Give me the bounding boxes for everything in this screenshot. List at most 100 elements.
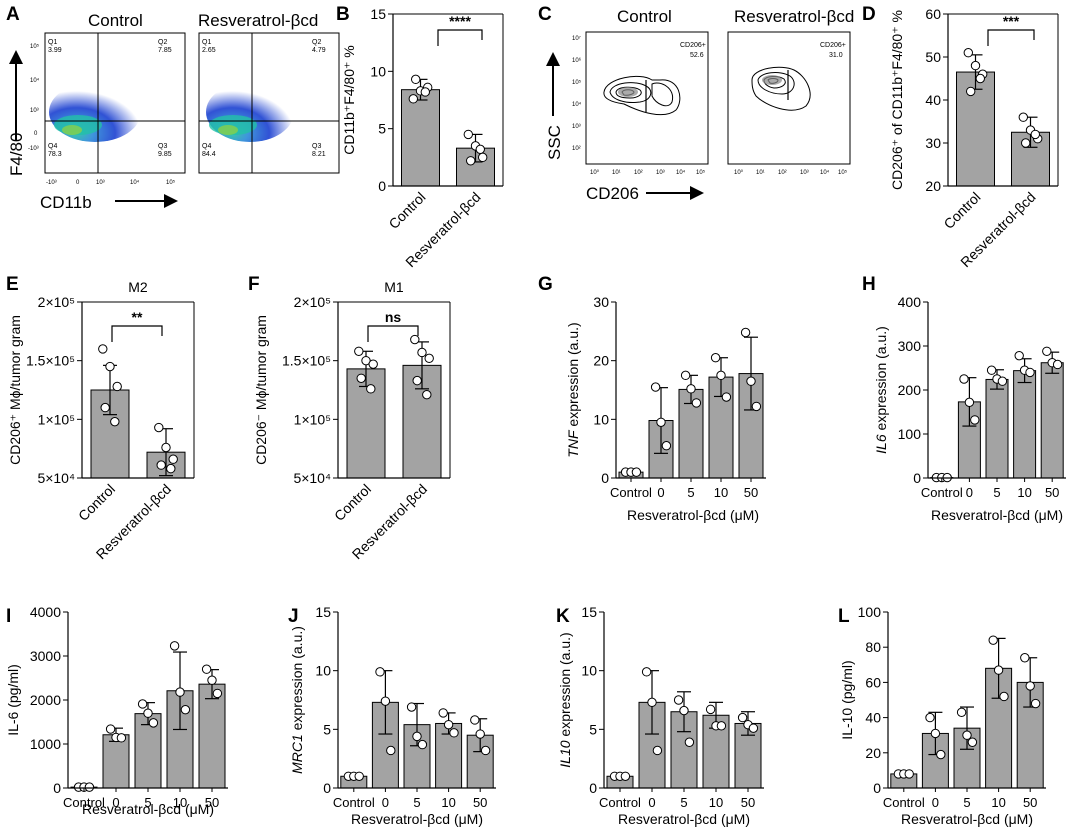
data-point <box>380 696 391 706</box>
significance-label: ** <box>132 309 143 325</box>
gate-value: 31.0 <box>829 52 843 59</box>
data-point <box>963 48 973 58</box>
x-tick-label: 0 <box>932 795 939 810</box>
y-tick-label: 50 <box>925 49 941 65</box>
c-ytick: 10² <box>572 146 581 152</box>
data-point <box>180 704 191 715</box>
data-point <box>212 688 223 699</box>
flow-plot-a-control: Q1 3.99 Q2 7.85 Q4 78.3 Q3 9.85 10⁵ 10⁴ … <box>28 32 186 186</box>
c-ytick: 10⁴ <box>572 101 582 108</box>
panel-letter: G <box>538 274 553 295</box>
panel-c: C Control Resveratrol-βcd CD206+ 52.6 CD… <box>538 4 854 203</box>
data-point <box>478 152 488 163</box>
panel-letter: F <box>248 274 260 295</box>
x-tick-label: 50 <box>1045 485 1059 500</box>
data-point <box>705 704 716 715</box>
data-point <box>661 441 672 451</box>
c-xtick: 10⁵ <box>696 169 706 176</box>
y-tick-label: 0 <box>873 780 881 796</box>
data-point <box>721 392 732 402</box>
bar-chart-b: B051015ControlResveratrol-βcdCD11b⁺F4/80… <box>336 4 504 270</box>
bar <box>1013 370 1037 479</box>
data-point <box>1052 359 1063 370</box>
panel-letter: L <box>838 606 850 627</box>
y-tick-label: 300 <box>898 338 922 354</box>
q1-value: 2.65 <box>202 47 216 54</box>
x-tick-label: Control <box>63 795 105 810</box>
y-tick-label: 80 <box>865 639 881 655</box>
a-ytick: 10⁴ <box>30 77 40 84</box>
y-tick-label: 1.5×10⁵ <box>26 353 75 369</box>
chart-title: M2 <box>128 279 148 295</box>
panel-letter: J <box>288 606 299 627</box>
gate-value: 52.6 <box>690 52 704 59</box>
c-ytick: 10³ <box>572 124 581 130</box>
c-ytick: 10⁵ <box>572 79 582 86</box>
arrowhead-icon <box>690 186 704 200</box>
flow-plot-a-treated: Q1 2.65 Q2 4.79 Q4 84.4 Q3 8.21 <box>198 32 340 174</box>
data-point <box>999 691 1009 702</box>
y-tick-label: 20 <box>865 745 881 761</box>
y-axis-label: MRC1 expression (a.u.) <box>289 626 305 774</box>
x-axis-label: Resveratrol-βcd (μM) <box>931 507 1063 523</box>
x-tick-label: Control <box>610 485 652 500</box>
data-point <box>406 702 417 712</box>
data-point <box>354 346 364 356</box>
a-ytick: 0 <box>34 131 38 137</box>
c-xtick: 10² <box>634 170 643 176</box>
significance-bracket <box>987 29 1035 46</box>
x-tick-label: 5 <box>144 795 151 810</box>
bar-chart-h: H 0 100 200 300 400 Control 0 5 10 50 IL6 expressio… <box>862 274 1066 523</box>
data-point <box>105 724 116 734</box>
y-tick-label: 5×10⁴ <box>293 470 331 486</box>
data-point <box>967 737 978 747</box>
y-tick-label: 10 <box>370 63 386 79</box>
data-point <box>925 712 935 723</box>
data-point <box>368 359 378 369</box>
a-xtick: -10³ <box>46 180 57 186</box>
data-point <box>740 327 751 338</box>
y-tick-label: 10 <box>581 663 597 679</box>
data-point <box>936 749 946 760</box>
c-ytick: 10⁷ <box>572 35 581 42</box>
cell-density-cloud <box>49 82 141 142</box>
data-point <box>641 667 652 677</box>
bar-chart-e: E M25×10⁴1×10⁵1.5×10⁵2×10⁵ControlResverat… <box>6 274 195 562</box>
data-point <box>652 745 663 756</box>
x-tick-label: 50 <box>473 795 487 810</box>
x-tick-label: 10 <box>441 795 455 810</box>
c-xtick: 10⁴ <box>676 169 686 176</box>
cell-density-peak <box>218 125 238 135</box>
data-point <box>110 416 120 427</box>
data-point <box>168 454 178 464</box>
data-point <box>997 376 1008 386</box>
y-tick-label: 400 <box>898 294 922 310</box>
data-point <box>970 415 980 425</box>
data-point <box>679 705 689 716</box>
y-tick-label: 30 <box>925 135 941 151</box>
y-tick-label: 5 <box>378 121 386 137</box>
data-point <box>112 381 122 392</box>
bar-chart-f: F M15×10⁴1×10⁵1.5×10⁵2×10⁵ControlResverat… <box>248 274 451 562</box>
data-point <box>673 695 684 705</box>
data-point <box>424 353 434 364</box>
data-point <box>422 389 432 400</box>
y-tick-label: 4000 <box>30 604 61 620</box>
c-xtick: 10⁰ <box>734 169 744 176</box>
bar-chart-d: D2030405060ControlResveratrol-βcdCD206⁺ … <box>862 4 1059 270</box>
y-tick-label: 100 <box>898 426 922 442</box>
bar <box>956 71 995 187</box>
x-tick-label: 0 <box>112 795 119 810</box>
data-point <box>411 74 421 85</box>
data-point <box>959 374 969 384</box>
q3-label: Q3 <box>312 143 321 150</box>
y-tick-label: 0 <box>323 780 331 796</box>
q2-label: Q2 <box>158 39 167 46</box>
data-point <box>737 712 748 723</box>
y-tick-label: 200 <box>898 382 922 398</box>
data-point <box>100 402 110 413</box>
